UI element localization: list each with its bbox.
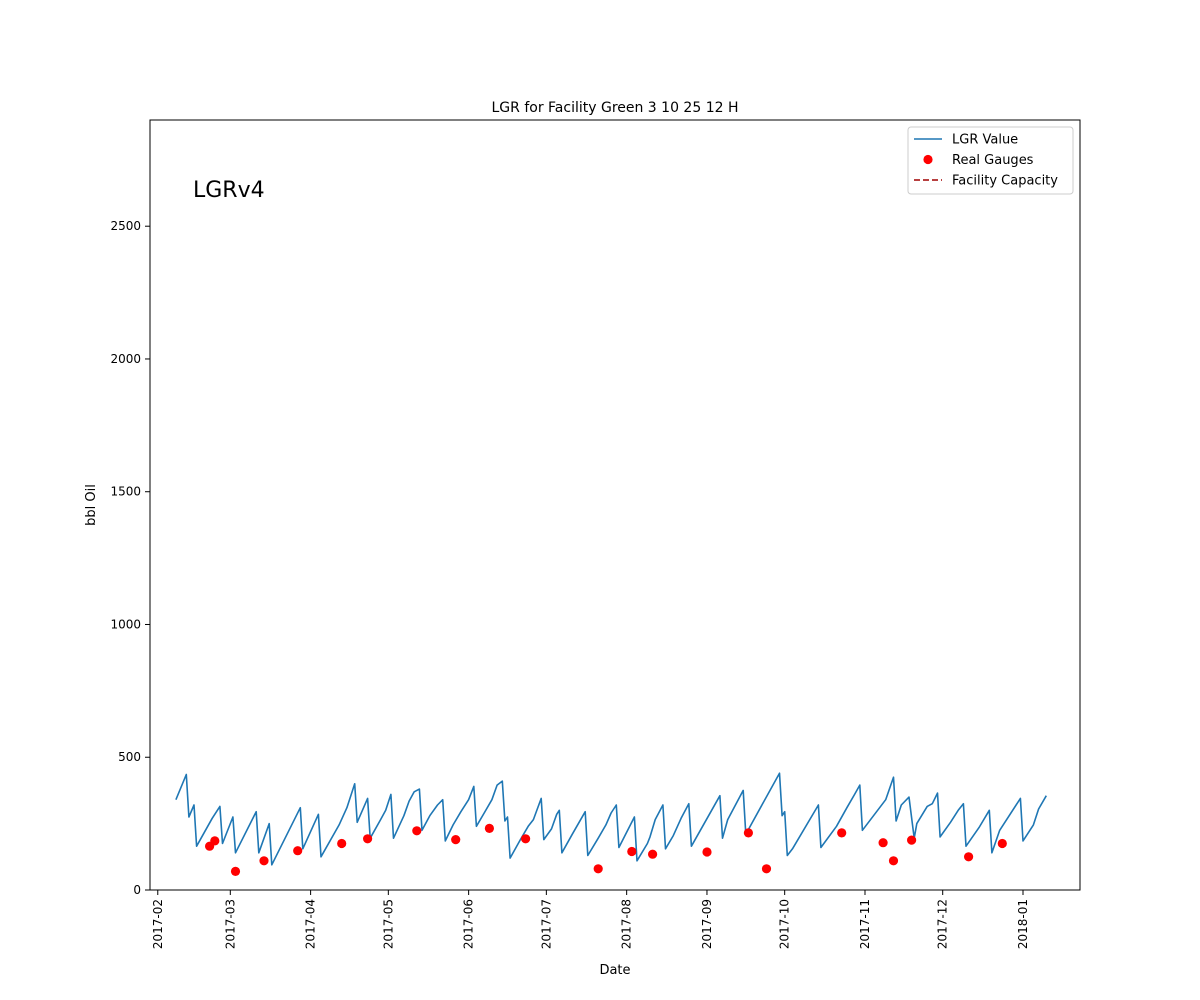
real-gauge-point xyxy=(761,864,772,874)
legend-label: Facility Capacity xyxy=(952,174,1058,189)
real-gauge-point xyxy=(593,864,603,874)
real-gauge-point xyxy=(259,856,269,866)
legend-swatch-real-gauges xyxy=(923,154,933,165)
x-tick-label: 2017-11 xyxy=(858,899,872,949)
legend-label: LGR Value xyxy=(952,133,1018,148)
y-axis-label: bbl Oil xyxy=(84,484,99,526)
real-gauge-point xyxy=(648,849,658,859)
x-axis: 2017-02 2017-03 2017-04 2017-05 2017-06 2017-… xyxy=(151,890,1030,949)
x-tick-label: 2017-09 xyxy=(700,899,714,949)
y-tick-label: 0 xyxy=(133,883,141,897)
x-tick-label: 2018-01 xyxy=(1016,899,1030,949)
lgr-value-line xyxy=(175,772,1047,866)
chart-annotation: LGRv4 xyxy=(193,178,265,203)
y-tick-label: 1000 xyxy=(110,617,141,631)
chart-title: LGR for Facility Green 3 10 25 12 H xyxy=(492,100,739,116)
x-tick-label: 2017-03 xyxy=(223,899,237,949)
legend-label: Real Gauges xyxy=(952,153,1034,168)
legend-box xyxy=(907,126,1074,195)
real-gauge-point xyxy=(997,838,1007,849)
y-axis: 0 500 1000 1500 2000 2500 xyxy=(110,219,150,897)
x-tick-label: 2017-12 xyxy=(936,899,950,949)
x-tick-label: 2017-08 xyxy=(620,899,634,949)
plot-area: 2017-02 2017-03 2017-04 2017-05 2017-06 2017-… xyxy=(110,119,1081,949)
series-layer xyxy=(175,772,1047,877)
real-gauge-point xyxy=(964,852,974,862)
real-gauge-point xyxy=(337,838,347,849)
real-gauge-point xyxy=(837,828,847,838)
real-gauge-point xyxy=(230,866,241,877)
real-gauge-point xyxy=(451,835,461,845)
x-tick-label: 2017-07 xyxy=(539,899,553,949)
axes-frame xyxy=(149,119,1081,891)
x-tick-label: 2017-06 xyxy=(462,899,476,949)
real-gauge-point xyxy=(210,836,220,846)
legend: LGR Value Real Gauges Facility Capacity xyxy=(907,126,1074,195)
x-tick-label: 2017-10 xyxy=(778,899,792,949)
real-gauge-point xyxy=(627,846,637,857)
y-tick-label: 1500 xyxy=(110,485,141,499)
real-gauge-point xyxy=(878,838,888,848)
real-gauge-point xyxy=(363,834,373,844)
real-gauge-point xyxy=(293,846,303,856)
x-axis-label: Date xyxy=(599,963,630,978)
real-gauge-point xyxy=(484,823,494,834)
y-tick-label: 2500 xyxy=(110,219,141,233)
real-gauge-point xyxy=(702,847,712,857)
real-gauge-point xyxy=(521,834,531,844)
real-gauge-point xyxy=(412,826,422,836)
real-gauge-point xyxy=(743,828,754,838)
x-tick-label: 2017-02 xyxy=(151,899,165,949)
y-tick-label: 500 xyxy=(118,750,141,764)
y-tick-label: 2000 xyxy=(110,352,141,366)
real-gauge-point xyxy=(888,856,899,866)
x-tick-label: 2017-04 xyxy=(304,899,318,949)
real-gauge-point xyxy=(907,835,917,845)
x-tick-label: 2017-05 xyxy=(381,899,395,949)
